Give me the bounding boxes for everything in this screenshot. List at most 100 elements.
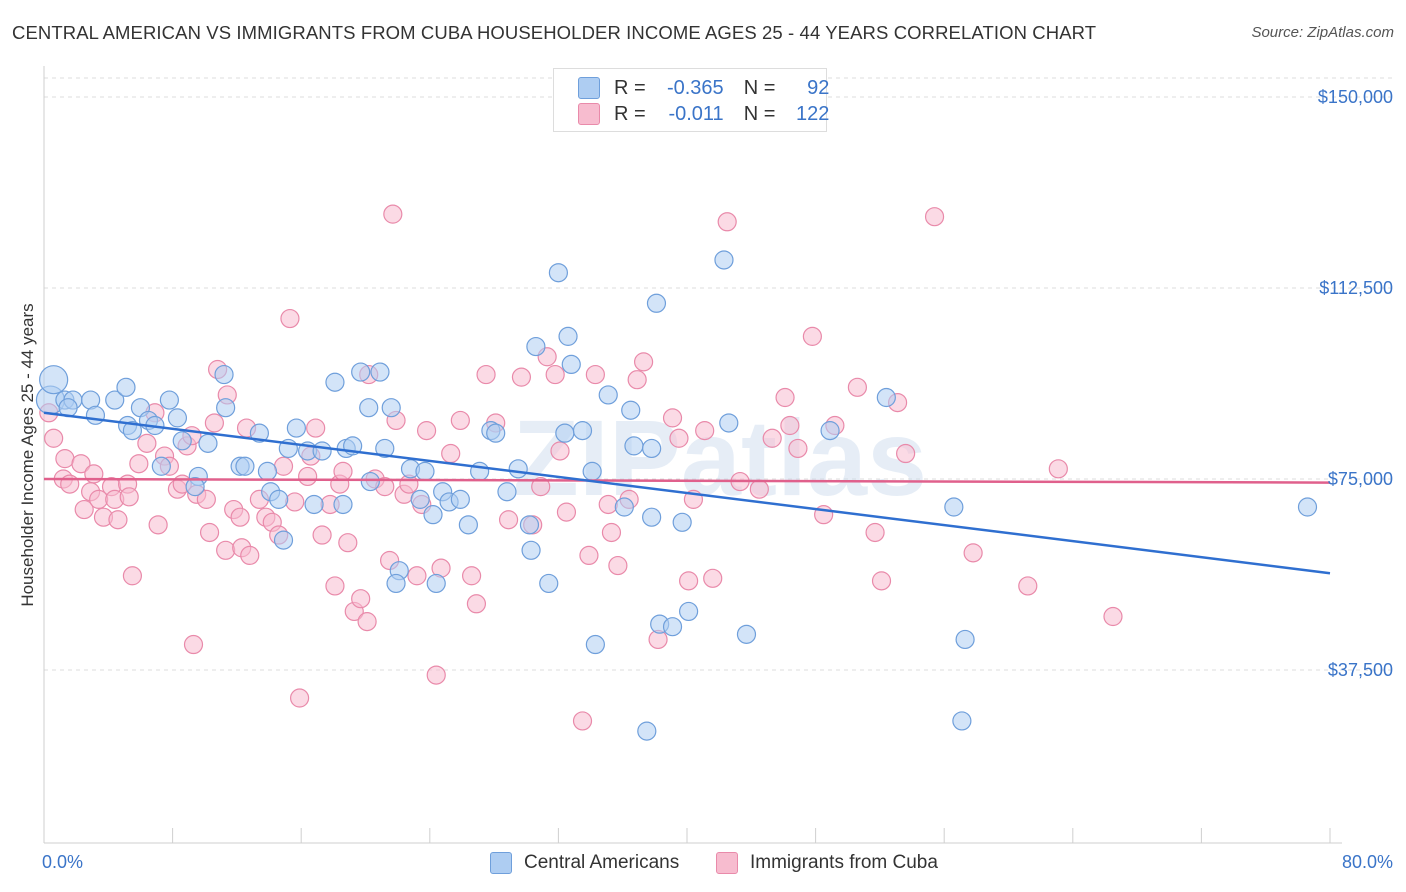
data-point <box>637 721 657 741</box>
data-point <box>642 438 662 459</box>
data-point <box>461 566 482 586</box>
data-point <box>749 479 769 499</box>
data-point <box>924 207 945 227</box>
legend-r-label: R = <box>614 76 646 99</box>
data-point <box>952 711 972 731</box>
data-point <box>198 433 218 453</box>
data-point <box>351 589 371 609</box>
legend-item-central-americans: Central Americans <box>490 852 679 874</box>
data-point <box>579 545 599 566</box>
data-point <box>627 370 647 390</box>
data-point <box>847 377 867 397</box>
data-point <box>466 594 487 614</box>
data-point <box>548 263 569 283</box>
data-point <box>273 456 294 476</box>
data-point <box>216 398 236 418</box>
data-point <box>151 456 171 476</box>
data-point <box>359 398 379 418</box>
y-tick-label: $75,000 <box>1327 469 1393 489</box>
data-point <box>572 711 593 731</box>
legend-r-value: -0.011 <box>668 102 724 125</box>
trendline-central-americans <box>43 411 1331 575</box>
data-point <box>122 566 143 586</box>
watermark: ZIPatlas <box>513 397 927 518</box>
data-point <box>172 431 192 451</box>
data-point <box>306 418 326 438</box>
data-point <box>44 428 64 448</box>
data-point <box>601 522 622 543</box>
data-point <box>511 367 532 387</box>
legend-item-cuba: Immigrants from Cuba <box>716 852 938 874</box>
data-point <box>572 421 593 441</box>
data-point <box>269 489 289 509</box>
data-point <box>240 545 260 566</box>
legend-label: Central Americans <box>524 852 680 873</box>
data-point <box>662 408 683 428</box>
data-point <box>370 362 390 382</box>
data-point <box>159 390 179 410</box>
data-point <box>450 489 470 509</box>
legend-n-label: N = <box>743 76 776 99</box>
data-point <box>167 408 188 428</box>
data-point <box>662 617 683 637</box>
data-point <box>679 571 699 591</box>
data-point <box>426 665 446 685</box>
data-point <box>426 573 446 594</box>
data-point <box>280 308 300 329</box>
data-point <box>71 454 91 474</box>
data-point <box>423 505 443 525</box>
data-point <box>585 364 605 385</box>
data-point <box>1018 576 1038 596</box>
data-point <box>199 522 220 543</box>
data-point <box>963 543 983 563</box>
x-tick-left: 0.0% <box>42 852 84 872</box>
data-point <box>470 461 490 481</box>
data-point <box>679 601 699 622</box>
data-point <box>312 441 332 461</box>
data-point <box>531 477 551 497</box>
data-point <box>214 364 234 385</box>
data-point <box>669 428 689 448</box>
data-point <box>333 494 353 515</box>
legend-r-label: R = <box>614 102 646 125</box>
data-point <box>116 377 136 397</box>
data-point <box>60 474 80 494</box>
trendline-cuba <box>43 477 1331 484</box>
data-point <box>780 415 800 436</box>
data-point <box>1297 497 1318 517</box>
data-point <box>249 423 270 443</box>
data-point <box>381 398 401 418</box>
data-point <box>556 502 577 522</box>
y-axis-label: Householder Income Ages 25 - 44 years <box>18 303 37 607</box>
y-tick-label: $37,500 <box>1327 660 1393 680</box>
data-point <box>614 497 634 517</box>
data-point <box>561 354 581 374</box>
data-point <box>105 390 125 410</box>
data-point <box>545 364 565 385</box>
data-point <box>871 571 892 591</box>
legend-n-value: 92 <box>807 76 830 99</box>
data-point <box>304 494 324 515</box>
data-point <box>582 461 602 481</box>
legend-n-label: N = <box>743 102 776 125</box>
legend-swatch-blue <box>490 852 512 874</box>
data-point <box>39 365 69 395</box>
data-point <box>585 634 605 655</box>
data-point <box>802 326 822 346</box>
stats-legend: R = -0.365 N = 92 R = -0.011 N = 122 <box>553 68 830 132</box>
data-point <box>555 423 575 443</box>
data-point <box>351 362 371 382</box>
data-point <box>621 400 641 420</box>
data-point <box>183 634 204 655</box>
data-point <box>865 522 885 543</box>
legend-swatch-pink <box>716 852 738 874</box>
data-point <box>896 443 916 464</box>
data-point <box>633 352 654 372</box>
data-point <box>1048 459 1068 479</box>
data-point <box>762 428 782 448</box>
data-point <box>695 421 715 441</box>
data-point <box>357 612 377 632</box>
data-point <box>108 510 128 530</box>
data-point <box>717 212 737 232</box>
data-point <box>119 487 139 507</box>
